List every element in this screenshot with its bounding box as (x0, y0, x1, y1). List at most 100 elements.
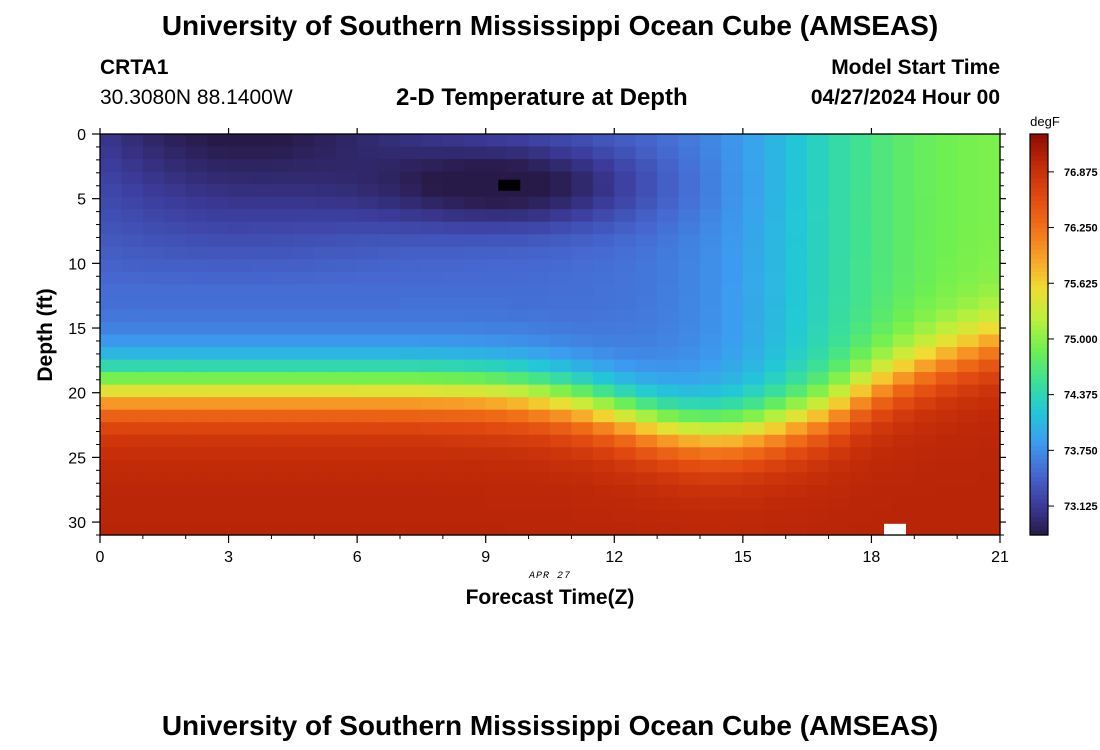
heatmap-cell (100, 171, 123, 185)
heatmap-cell (464, 259, 487, 273)
heatmap-cell (935, 196, 958, 210)
heatmap-cell (635, 384, 658, 398)
heatmap-cell (657, 509, 680, 524)
heatmap-cell (978, 221, 1001, 235)
heatmap-cell (592, 271, 615, 285)
heatmap-cell (914, 384, 937, 398)
heatmap-cell (335, 221, 358, 235)
heatmap-cell (485, 246, 508, 260)
heatmap-cell (228, 321, 251, 336)
heatmap-cell (378, 472, 401, 486)
x-tick-label: 12 (605, 549, 623, 566)
heatmap-cell (828, 134, 851, 148)
heatmap-cell (442, 246, 465, 260)
heatmap-cell (314, 347, 337, 361)
heatmap-cell (635, 159, 658, 173)
heatmap-cell (335, 522, 358, 536)
heatmap-cell (442, 321, 465, 336)
heatmap-cell (314, 271, 337, 285)
heatmap-cell (485, 447, 508, 461)
heatmap-cell (164, 347, 187, 361)
heatmap-cell (357, 246, 380, 260)
heatmap-cell (185, 159, 208, 173)
heatmap-cell (935, 372, 958, 386)
heatmap-cell (335, 397, 358, 411)
heatmap-cell (764, 309, 787, 323)
heatmap-cell (721, 184, 744, 198)
colorbar-segment (1030, 134, 1048, 140)
heatmap-cell (700, 384, 723, 398)
heatmap-cell (850, 296, 873, 311)
heatmap-cell (742, 334, 765, 348)
heatmap-cell (892, 171, 915, 185)
heatmap-cell (850, 221, 873, 235)
heatmap-cell (635, 184, 658, 198)
colorbar-segment (1030, 414, 1048, 420)
heatmap-cell (550, 397, 573, 411)
heatmap-cell (571, 459, 594, 473)
heatmap-cell (978, 397, 1001, 411)
heatmap-cell (314, 159, 337, 173)
heatmap-cell (228, 472, 251, 486)
heatmap-cell (892, 309, 915, 323)
heatmap-cell (807, 184, 830, 198)
heatmap-cell (271, 459, 294, 473)
heatmap-cell (914, 321, 937, 336)
heatmap-cell (914, 459, 937, 473)
heatmap-cell (250, 472, 273, 486)
heatmap-cell (764, 234, 787, 248)
heatmap-cell (614, 234, 637, 248)
heatmap-cell (850, 372, 873, 386)
heatmap-cell (635, 296, 658, 311)
heatmap-cell (614, 134, 637, 148)
heatmap-cell (721, 459, 744, 473)
heatmap-cell (100, 509, 123, 524)
heatmap-cell (678, 296, 701, 311)
heatmap-cell (400, 296, 423, 311)
colorbar-segment (1030, 352, 1048, 358)
heatmap-cell (657, 459, 680, 473)
heatmap-cell (678, 422, 701, 436)
heatmap-cell (657, 434, 680, 448)
heatmap-cell (207, 409, 230, 423)
heatmap-cell (657, 246, 680, 260)
heatmap-cell (764, 484, 787, 499)
heatmap-cell (700, 234, 723, 248)
heatmap-cell (507, 422, 530, 436)
heatmap-cell (914, 359, 937, 373)
heatmap-cell (507, 472, 530, 486)
heatmap-cell (764, 422, 787, 436)
heatmap-cell (400, 409, 423, 423)
heatmap-cell (528, 146, 551, 160)
heatmap-cell (442, 472, 465, 486)
heatmap-cell (742, 246, 765, 260)
heatmap-cell (507, 447, 530, 461)
heatmap-cell (828, 334, 851, 348)
heatmap-cell (400, 434, 423, 448)
heatmap-cell (914, 422, 937, 436)
heatmap-cell (807, 347, 830, 361)
heatmap-cell (614, 347, 637, 361)
colorbar-segment (1030, 236, 1048, 242)
heatmap-cell (764, 221, 787, 235)
colorbar-segment (1030, 298, 1048, 304)
heatmap-cell (207, 134, 230, 148)
heatmap-cell (442, 372, 465, 386)
heatmap-cell (657, 372, 680, 386)
heatmap-cell (464, 484, 487, 499)
heatmap-cell (185, 334, 208, 348)
heatmap-cell (871, 434, 894, 448)
heatmap-cell (850, 234, 873, 248)
heatmap-cell (442, 146, 465, 160)
heatmap-cell (100, 422, 123, 436)
heatmap-cell (528, 434, 551, 448)
heatmap-cell (721, 134, 744, 148)
heatmap-cell (421, 234, 444, 248)
heatmap-cell (785, 134, 808, 148)
y-tick-label: 15 (68, 321, 86, 338)
heatmap-cell (164, 484, 187, 499)
heatmap-cell (164, 321, 187, 336)
heatmap-cell (335, 459, 358, 473)
x-tick-label: 15 (734, 549, 752, 566)
